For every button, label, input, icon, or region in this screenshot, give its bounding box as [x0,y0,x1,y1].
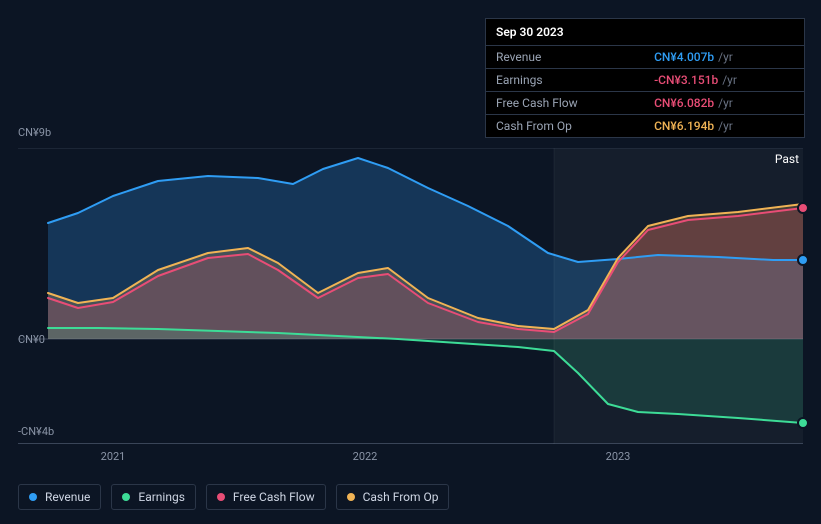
tooltip-table: RevenueCN¥4.007b/yrEarnings-CN¥3.151b/yr… [486,46,804,137]
series-area [48,328,803,423]
tooltip-metric-label: Free Cash Flow [486,92,644,115]
tooltip-panel: Sep 30 2023 RevenueCN¥4.007b/yrEarnings-… [485,18,805,138]
series-marker [797,202,809,214]
area-chart[interactable] [18,148,803,444]
tooltip-metric-label: Earnings [486,69,644,92]
legend-item[interactable]: Cash From Op [336,484,450,510]
legend-label: Cash From Op [363,490,439,504]
tooltip-metric-value: CN¥6.194b/yr [644,115,804,138]
tooltip-date: Sep 30 2023 [486,19,804,46]
x-axis: 2021 2022 2023 [18,450,803,468]
x-axis-label: 2023 [606,450,631,463]
legend-dot-icon [29,493,37,501]
legend-item[interactable]: Free Cash Flow [206,484,326,510]
legend-label: Earnings [138,490,185,504]
series-marker [797,417,809,429]
tooltip-row: Earnings-CN¥3.151b/yr [486,69,804,92]
legend-item[interactable]: Revenue [18,484,101,510]
series-marker [797,254,809,266]
tooltip-metric-value: CN¥6.082b/yr [644,92,804,115]
legend-item[interactable]: Earnings [111,484,196,510]
x-axis-label: 2021 [101,450,126,463]
y-axis-label: CN¥9b [18,126,51,139]
tooltip-metric-label: Revenue [486,46,644,69]
chart-svg [18,148,803,444]
legend: Revenue Earnings Free Cash Flow Cash From O… [18,484,449,510]
tooltip-row: Cash From OpCN¥6.194b/yr [486,115,804,138]
tooltip-metric-value: -CN¥3.151b/yr [644,69,804,92]
legend-dot-icon [122,493,130,501]
past-label: Past [775,152,799,166]
legend-dot-icon [217,493,225,501]
legend-label: Free Cash Flow [233,490,315,504]
tooltip-row: Free Cash FlowCN¥6.082b/yr [486,92,804,115]
x-axis-label: 2022 [353,450,378,463]
legend-dot-icon [347,493,355,501]
tooltip-metric-value: CN¥4.007b/yr [644,46,804,69]
y-axis-label: -CN¥4b [18,425,54,438]
tooltip-row: RevenueCN¥4.007b/yr [486,46,804,69]
legend-label: Revenue [45,490,90,504]
y-axis-label: CN¥0 [18,333,45,346]
tooltip-metric-label: Cash From Op [486,115,644,138]
